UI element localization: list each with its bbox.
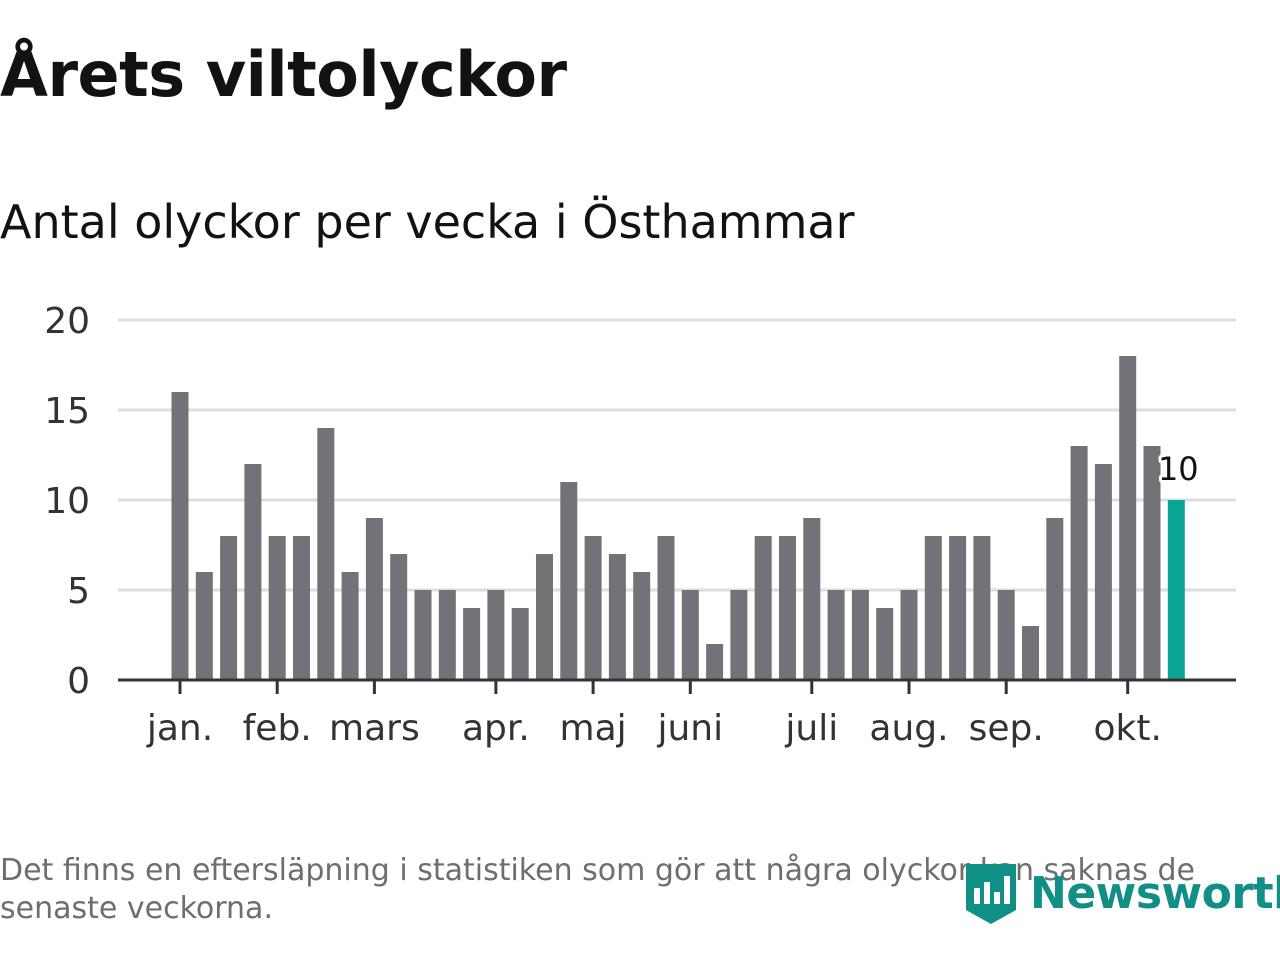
bar: [171, 392, 189, 680]
bar: [365, 518, 383, 680]
brand-name: Newsworthy: [1030, 867, 1280, 919]
bar: [997, 590, 1015, 680]
y-tick-label: 0: [67, 661, 90, 702]
bar: [1119, 356, 1137, 680]
bar-chart: 0 5 10 15 20 jan. feb. mars apr. maj juni juli aug.…: [44, 301, 1236, 749]
x-tick-label: juli: [784, 708, 838, 749]
bar: [220, 536, 238, 680]
chart-subtitle: Antal olyckor per vecka i Östhammar: [0, 195, 855, 249]
bar: [390, 554, 408, 680]
bar: [1094, 464, 1112, 680]
bar: [851, 590, 869, 680]
bars: [171, 356, 1185, 680]
x-tick-label: mars: [329, 708, 420, 749]
bar: [803, 518, 821, 680]
bar: [195, 572, 213, 680]
y-axis-ticks: 0 5 10 15 20: [44, 301, 90, 702]
x-tick-label: jan.: [146, 708, 213, 749]
y-tick-label: 20: [44, 301, 90, 342]
x-tick-label: sep.: [969, 708, 1044, 749]
bar: [268, 536, 286, 680]
x-tick-label: maj: [560, 708, 627, 749]
bar: [657, 536, 675, 680]
newsworthy-logo-icon: [966, 864, 1016, 924]
bar: [511, 608, 529, 680]
bar: [924, 536, 942, 680]
bar: [876, 608, 894, 680]
bar: [633, 572, 651, 680]
y-tick-label: 5: [67, 571, 90, 612]
bar: [900, 590, 918, 680]
bar: [1022, 626, 1039, 680]
bar: [706, 644, 724, 680]
bar: [949, 536, 967, 680]
bar: [536, 554, 553, 680]
bar: [779, 536, 796, 680]
bar: [317, 428, 335, 680]
bar: [827, 590, 845, 680]
x-tick-label: aug.: [869, 708, 948, 749]
x-tick-label: juni: [656, 708, 723, 749]
bar: [754, 536, 772, 680]
annotations: 10: [1155, 447, 1202, 491]
bar: [244, 464, 262, 680]
bar-highlighted: [1167, 500, 1185, 680]
bar: [1143, 446, 1161, 680]
bar: [487, 590, 505, 680]
bar: [293, 536, 310, 680]
x-tick-label: okt.: [1093, 708, 1161, 749]
bar: [1046, 518, 1064, 680]
bar: [973, 536, 991, 680]
x-axis: jan. feb. mars apr. maj juni juli aug. sep. okt.: [118, 678, 1236, 749]
brand-logo[interactable]: Newsworthy: [966, 858, 1280, 928]
bar: [584, 536, 602, 680]
bar: [414, 590, 432, 680]
x-tick-label: apr.: [462, 708, 530, 749]
chart-title: Årets viltolyckor: [0, 38, 567, 111]
bar: [681, 590, 699, 680]
y-tick-label: 15: [44, 391, 90, 432]
bar: [463, 608, 481, 680]
bar: [341, 572, 359, 680]
bar: [730, 590, 748, 680]
highlight-value-label: 10: [1158, 450, 1199, 488]
bar: [560, 482, 578, 680]
bar: [438, 590, 456, 680]
x-tick-label: feb.: [243, 708, 312, 749]
y-tick-label: 10: [44, 481, 90, 522]
bar: [608, 554, 626, 680]
bar: [1070, 446, 1088, 680]
